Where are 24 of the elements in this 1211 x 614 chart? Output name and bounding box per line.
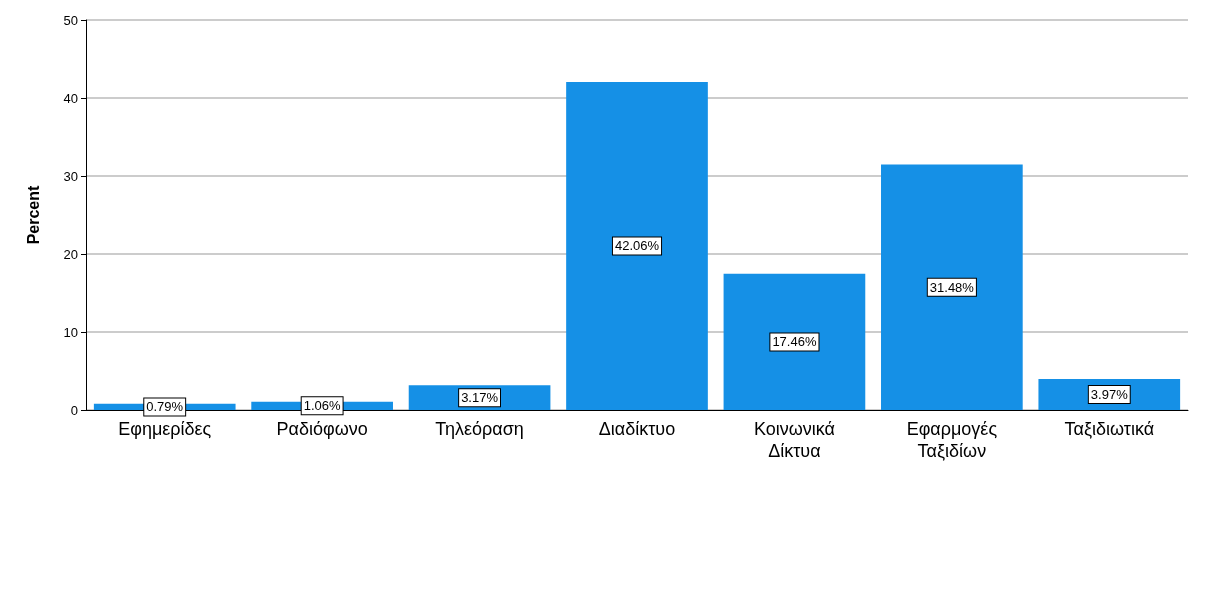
data-label: 31.48% bbox=[929, 279, 975, 295]
x-tick-label: Ταξιδιωτικά bbox=[1064, 419, 1155, 439]
y-tick-label: 10 bbox=[63, 324, 78, 340]
bar bbox=[566, 81, 708, 410]
y-tick-label: 30 bbox=[63, 168, 78, 184]
x-tick-label: Ραδιόφωνο bbox=[276, 419, 368, 439]
x-tick-label: Τηλεόραση bbox=[435, 419, 524, 439]
x-tick-label: Εφημερίδες bbox=[118, 419, 212, 439]
data-label: 3.97% bbox=[1090, 387, 1129, 403]
y-tick-label: 20 bbox=[63, 246, 78, 262]
y-axis-title: Percent bbox=[24, 184, 42, 245]
x-tick-label: Κοινωνικά Δίκτυα bbox=[753, 419, 835, 461]
bar bbox=[723, 273, 866, 410]
x-tick-label: Διαδίκτυο bbox=[598, 419, 676, 439]
data-label: 42.06% bbox=[614, 238, 660, 254]
bar bbox=[881, 164, 1023, 410]
y-tick-label: 40 bbox=[63, 90, 78, 106]
data-label: 3.17% bbox=[461, 390, 499, 406]
data-label: 0.79% bbox=[146, 399, 184, 415]
data-label: 1.06% bbox=[303, 398, 342, 414]
y-tick-label: 50 bbox=[63, 12, 78, 28]
data-label: 17.46% bbox=[772, 334, 817, 350]
x-tick-label: Εφαρμογές Ταξιδίων bbox=[906, 419, 998, 461]
y-tick-label: 0 bbox=[70, 402, 78, 418]
